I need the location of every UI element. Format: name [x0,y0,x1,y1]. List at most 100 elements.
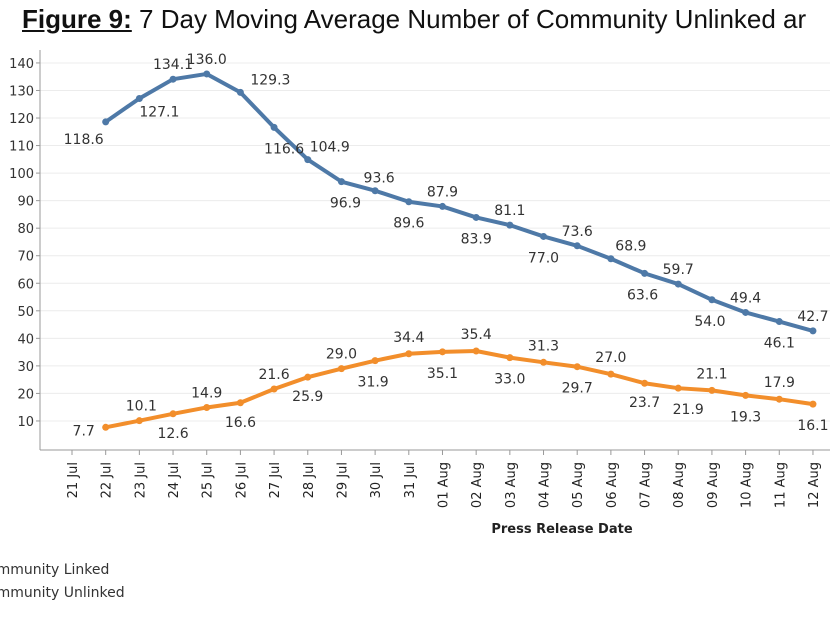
data-point [438,348,446,356]
x-tick-label: 24 Jul [167,462,182,498]
data-point [607,370,615,378]
data-point [236,399,244,407]
data-point [641,379,649,387]
x-tick-label: 21 Jul [66,462,81,498]
figure-label: Figure 9: [22,4,132,34]
data-point [304,373,312,381]
y-tick-label: 20 [17,387,34,402]
data-point [506,221,514,229]
data-point [169,75,177,83]
data-point [337,365,345,373]
data-label: 12.6 [157,426,188,442]
data-point [809,400,817,408]
y-tick-label: 100 [9,167,34,182]
data-label: 27.0 [595,350,626,366]
data-point [573,363,581,371]
data-point [708,296,716,304]
x-tick-label: 10 Aug [740,462,755,508]
data-label: 46.1 [764,336,795,352]
x-tick-label: 04 Aug [538,462,553,508]
x-tick-label: 23 Jul [133,462,148,498]
x-tick-label: 28 Jul [302,462,317,498]
data-label: 93.6 [364,171,395,187]
data-point [304,156,312,164]
data-point [203,403,211,411]
x-tick-label: 03 Aug [504,462,519,508]
series-line-1 [105,349,814,430]
data-label: 87.9 [427,184,458,200]
data-point [102,423,110,431]
x-tick-label: 25 Jul [201,462,216,498]
legend-item-linked: ommunity Linked [0,562,110,578]
data-point [236,88,244,96]
data-label: 35.4 [461,327,492,343]
legend-item-unlinked: ommunity Unlinked [0,585,125,601]
y-tick-label: 10 [17,415,34,430]
data-point [270,385,278,393]
x-tick-label: 29 Jul [335,462,350,498]
data-label: 31.9 [358,375,389,391]
data-point [371,187,379,195]
y-tick-label: 120 [9,112,34,127]
data-point [573,242,581,250]
figure-title-text: 7 Day Moving Average Number of Community… [131,4,807,34]
data-point [102,118,110,126]
data-label: 19.3 [730,409,761,425]
x-tick-label: 07 Aug [639,462,654,508]
figure-title: Figure 9: 7 Day Moving Average Number of… [22,4,806,35]
data-point [438,202,446,210]
y-tick-label: 60 [17,277,34,292]
series-line-0 [104,71,814,333]
y-tick-label: 110 [9,140,34,155]
data-label: 63.6 [627,287,658,303]
data-label: 17.9 [764,375,795,391]
data-label: 16.6 [225,415,256,431]
data-point [405,350,413,358]
data-point [809,327,817,335]
data-point [506,354,514,362]
y-tick-label: 80 [17,222,34,237]
y-tick-label: 70 [17,250,34,265]
data-point [708,386,716,394]
y-tick-label: 40 [17,332,34,347]
data-point [371,357,379,365]
data-label: 89.6 [393,216,424,232]
x-tick-label: 05 Aug [571,462,586,508]
data-label: 83.9 [461,231,492,247]
data-label: 42.7 [797,309,828,325]
x-tick-label: 06 Aug [605,462,620,508]
x-tick-label: 30 Jul [369,462,384,498]
data-point [472,213,480,221]
x-tick-label: 08 Aug [672,462,687,508]
data-point [607,255,615,263]
data-label: 68.9 [615,239,646,255]
data-label: 23.7 [629,395,660,411]
x-tick-label: 01 Aug [436,462,451,508]
data-label: 96.9 [330,196,361,212]
data-point [135,417,143,425]
data-point [203,70,211,78]
data-label: 34.4 [393,330,424,346]
data-point [742,308,750,316]
x-tick-label: 31 Jul [403,462,418,498]
data-label: 77.0 [528,250,559,266]
x-tick-label: 11 Aug [773,462,788,508]
x-axis-title: Press Release Date [491,522,632,537]
data-label: 25.9 [292,389,323,405]
data-label: 54.0 [694,314,725,330]
data-label: 14.9 [191,385,222,401]
y-tick-label: 50 [17,305,34,320]
data-point [135,94,143,102]
data-label: 136.0 [187,52,227,68]
data-point [742,391,750,399]
data-point [674,280,682,288]
data-point [270,123,278,131]
x-tick-label: 26 Jul [234,462,249,498]
data-point [540,232,548,240]
data-point [641,269,649,277]
data-label: 21.6 [258,367,289,383]
x-tick-label: 12 Aug [807,462,822,508]
data-label: 73.6 [562,224,593,240]
x-tick-label: 02 Aug [470,462,485,508]
